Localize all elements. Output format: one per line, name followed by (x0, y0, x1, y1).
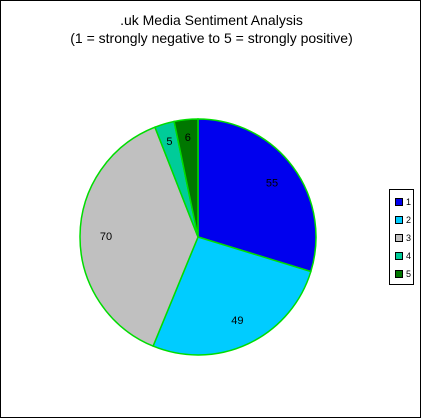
chart-subtitle: (1 = strongly negative to 5 = strongly p… (70, 30, 353, 46)
slice-value-label-1: 55 (266, 177, 278, 189)
pie-slice-5 (173, 118, 199, 238)
legend-swatch-2 (395, 216, 403, 224)
legend-swatch-3 (395, 234, 403, 242)
slice-value-label-2: 49 (231, 315, 243, 327)
pie-slice-3 (79, 126, 199, 348)
legend-label-1: 1 (406, 197, 412, 207)
slice-value-label-3: 70 (100, 231, 112, 243)
legend-item-2: 2 (395, 214, 411, 226)
legend-label-4: 4 (406, 251, 412, 261)
pie-slice-2 (152, 236, 312, 356)
legend-swatch-4 (395, 252, 403, 260)
legend-item-5: 5 (395, 268, 411, 280)
legend-swatch-1 (395, 198, 403, 206)
legend-label-5: 5 (406, 269, 412, 279)
legend-item-4: 4 (395, 250, 411, 262)
legend-item-1: 1 (395, 196, 411, 208)
chart-title: .uk Media Sentiment Analysis (120, 12, 303, 28)
chart-title-block: .uk Media Sentiment Analysis (1 = strong… (1, 11, 420, 47)
slice-value-label-4: 5 (166, 136, 172, 148)
legend: 1 2 3 4 5 (389, 189, 414, 285)
legend-item-3: 3 (395, 232, 411, 244)
legend-swatch-5 (395, 270, 403, 278)
legend-label-3: 3 (406, 233, 412, 243)
pie-slice-1 (197, 118, 317, 273)
legend-label-2: 2 (406, 215, 412, 225)
slice-value-label-5: 6 (185, 132, 191, 144)
